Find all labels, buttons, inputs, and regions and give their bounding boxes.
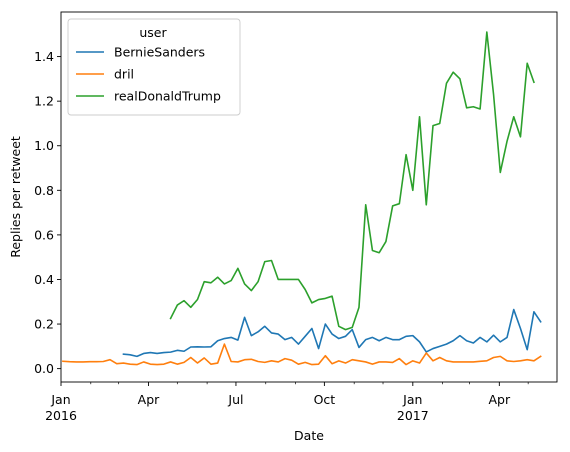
x-tick-label: Jan <box>402 392 422 407</box>
legend: user BernieSanders dril realDonaldTrump <box>67 18 241 116</box>
y-tick-label: 0.8 <box>34 183 54 198</box>
x-tick-year-label: 2017 <box>397 408 429 423</box>
y-axis: 0.0 0.2 0.4 0.6 0.8 1.0 1.2 1.4 <box>34 49 61 376</box>
series-line-realdonaldtrump <box>169 31 535 331</box>
legend-title: user <box>139 25 167 40</box>
x-tick-year-label: 2016 <box>45 408 77 423</box>
y-tick-label: 1.4 <box>34 49 54 64</box>
plot-frame <box>60 11 558 383</box>
series-line-dril <box>62 343 542 366</box>
x-tick-label: Apr <box>138 392 160 407</box>
x-tick-label: Jul <box>227 392 243 407</box>
y-tick-label: 1.0 <box>34 138 54 153</box>
legend-label-dril: dril <box>114 67 134 82</box>
y-tick-label: 0.2 <box>34 317 54 332</box>
y-tick-label: 1.2 <box>34 94 54 109</box>
x-axis-title: Date <box>294 428 324 443</box>
y-tick-label: 0.6 <box>34 227 54 242</box>
x-tick-label: Oct <box>314 392 336 407</box>
y-tick-label: 0.4 <box>34 272 54 287</box>
legend-entries: BernieSanders dril realDonaldTrump <box>76 45 221 104</box>
y-tick-label: 0.0 <box>34 361 54 376</box>
legend-label-realdonaldtrump: realDonaldTrump <box>114 89 221 104</box>
series-line-berniesanders <box>122 308 542 358</box>
legend-label-berniesanders: BernieSanders <box>114 45 205 60</box>
x-tick-label: Apr <box>489 392 511 407</box>
x-tick-label: Jan <box>50 392 70 407</box>
y-axis-title: Replies per retweet <box>8 136 23 258</box>
legend-box <box>67 18 241 116</box>
series-layer <box>62 31 542 366</box>
